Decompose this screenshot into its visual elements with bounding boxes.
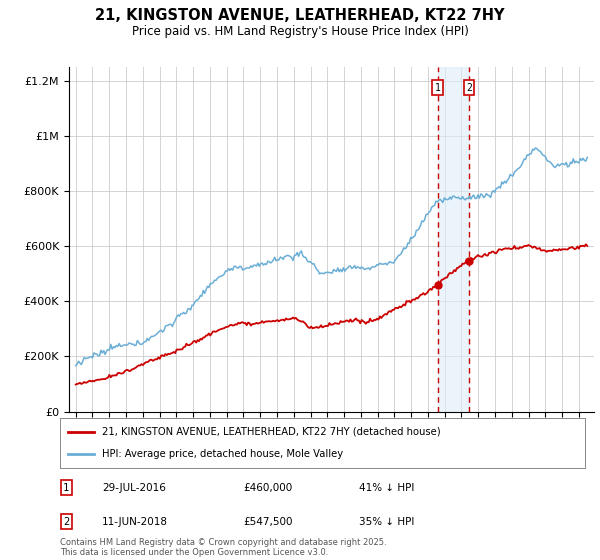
Text: Price paid vs. HM Land Registry's House Price Index (HPI): Price paid vs. HM Land Registry's House …: [131, 25, 469, 38]
Text: 2: 2: [466, 83, 472, 93]
Text: HPI: Average price, detached house, Mole Valley: HPI: Average price, detached house, Mole…: [102, 449, 343, 459]
Text: 2: 2: [63, 517, 70, 527]
Text: 11-JUN-2018: 11-JUN-2018: [102, 517, 168, 527]
Text: 41% ↓ HPI: 41% ↓ HPI: [359, 483, 415, 493]
Text: 1: 1: [435, 83, 440, 93]
Bar: [437, 67, 469, 412]
Text: 1: 1: [63, 483, 70, 493]
Text: 21, KINGSTON AVENUE, LEATHERHEAD, KT22 7HY: 21, KINGSTON AVENUE, LEATHERHEAD, KT22 7…: [95, 8, 505, 24]
Text: 29-JUL-2016: 29-JUL-2016: [102, 483, 166, 493]
Text: 21, KINGSTON AVENUE, LEATHERHEAD, KT22 7HY (detached house): 21, KINGSTON AVENUE, LEATHERHEAD, KT22 7…: [102, 427, 440, 437]
Text: 35% ↓ HPI: 35% ↓ HPI: [359, 517, 415, 527]
Text: £460,000: £460,000: [244, 483, 293, 493]
Text: £547,500: £547,500: [244, 517, 293, 527]
Text: Contains HM Land Registry data © Crown copyright and database right 2025.
This d: Contains HM Land Registry data © Crown c…: [60, 538, 386, 557]
